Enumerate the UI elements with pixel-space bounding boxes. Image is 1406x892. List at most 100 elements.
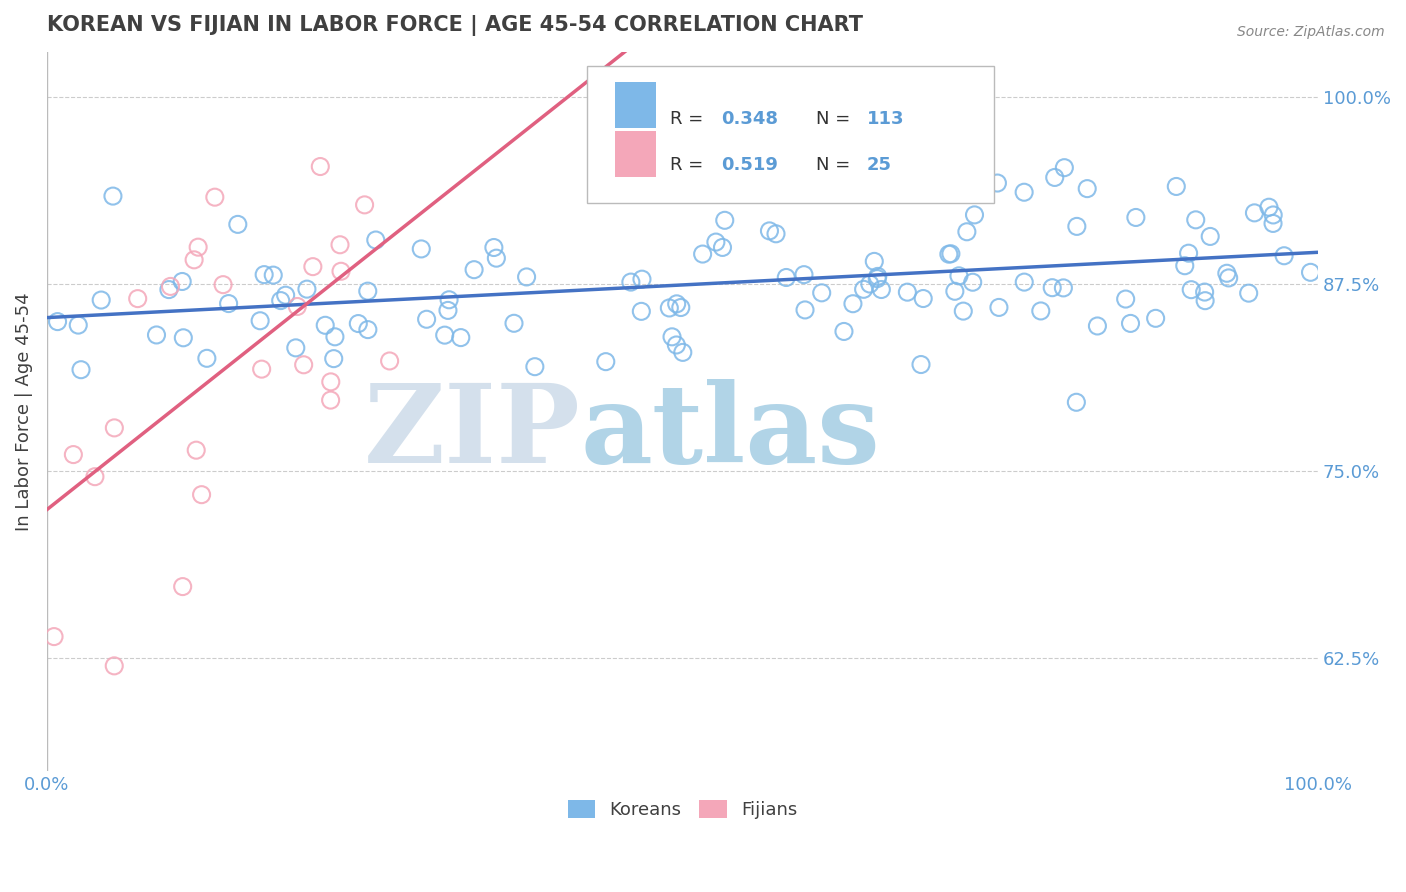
Point (103, 421, 125, 435)
Point (353, 198, 375, 212)
Point (672, 345, 695, 359)
Point (482, 240, 505, 254)
Point (1115, 292, 1137, 306)
Point (866, 271, 889, 285)
Point (1237, 286, 1260, 301)
Point (1180, 283, 1202, 297)
Point (775, 270, 797, 285)
Point (103, 658, 125, 673)
Legend: Koreans, Fijians: Koreans, Fijians (561, 793, 804, 826)
Point (415, 312, 437, 326)
Point (963, 208, 986, 222)
Point (172, 331, 194, 345)
Point (195, 351, 218, 366)
Point (1012, 186, 1035, 200)
Point (758, 224, 780, 238)
Point (503, 316, 526, 330)
Text: 0.348: 0.348 (721, 111, 778, 128)
Point (378, 354, 401, 368)
Point (676, 166, 699, 180)
Point (711, 240, 734, 254)
Point (1119, 317, 1142, 331)
Point (46, 315, 69, 329)
Point (90, 293, 112, 307)
Point (866, 269, 889, 284)
Point (1272, 249, 1295, 263)
Point (1052, 281, 1074, 295)
Point (302, 260, 325, 274)
Point (159, 279, 181, 293)
Point (948, 268, 970, 283)
Point (347, 317, 370, 331)
Point (249, 314, 271, 328)
Point (1012, 275, 1035, 289)
Point (357, 284, 380, 298)
Point (70, 362, 93, 376)
Point (1076, 181, 1098, 195)
Point (212, 277, 235, 292)
Point (357, 323, 380, 337)
Point (157, 283, 180, 297)
Point (284, 341, 307, 355)
Point (433, 328, 456, 343)
Text: N =: N = (815, 111, 856, 128)
Point (1184, 212, 1206, 227)
Point (190, 488, 212, 502)
Text: N =: N = (815, 156, 856, 174)
Bar (616, 82, 655, 128)
Point (127, 292, 149, 306)
Point (270, 293, 292, 308)
Point (704, 235, 727, 249)
FancyBboxPatch shape (588, 66, 994, 202)
Point (793, 268, 815, 282)
Point (1216, 266, 1239, 280)
Point (713, 213, 735, 227)
Point (523, 359, 546, 374)
Point (669, 301, 692, 315)
Point (437, 303, 460, 318)
Point (463, 262, 485, 277)
Text: ZIP: ZIP (364, 379, 581, 486)
Point (986, 176, 1008, 190)
Point (896, 285, 918, 300)
Point (437, 293, 460, 307)
Text: 113: 113 (868, 111, 904, 128)
Point (226, 218, 249, 232)
Point (485, 251, 508, 265)
Point (262, 268, 284, 282)
Point (309, 160, 332, 174)
Point (172, 580, 194, 594)
Point (665, 297, 688, 311)
Text: atlas: atlas (581, 379, 880, 486)
Point (1040, 281, 1063, 295)
Point (319, 393, 342, 408)
Point (962, 275, 984, 289)
Point (832, 325, 855, 339)
Point (1177, 246, 1199, 260)
Text: R =: R = (669, 156, 709, 174)
Point (101, 189, 124, 203)
Point (187, 240, 209, 254)
Text: R =: R = (669, 111, 709, 128)
Text: Source: ZipAtlas.com: Source: ZipAtlas.com (1237, 25, 1385, 39)
Point (411, 242, 433, 256)
Point (1194, 293, 1216, 308)
Point (292, 358, 315, 372)
Point (758, 186, 780, 200)
Point (863, 254, 886, 268)
Point (631, 272, 654, 286)
Point (1199, 229, 1222, 244)
Point (842, 296, 865, 310)
Point (329, 237, 352, 252)
Point (204, 190, 226, 204)
Point (450, 330, 472, 344)
Point (285, 300, 308, 314)
Point (987, 301, 1010, 315)
Point (1258, 200, 1281, 214)
Point (794, 302, 817, 317)
Point (1261, 216, 1284, 230)
Point (1144, 311, 1167, 326)
Point (319, 375, 342, 389)
Point (1125, 211, 1147, 225)
Point (295, 282, 318, 296)
